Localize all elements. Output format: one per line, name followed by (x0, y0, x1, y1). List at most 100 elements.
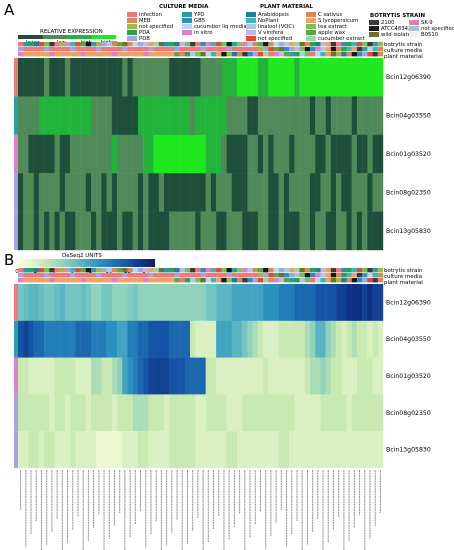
heatmap-cell (179, 431, 186, 469)
heatmap-cell (210, 96, 217, 135)
annotation-cell (325, 268, 332, 273)
heatmap-cell (283, 320, 290, 358)
heatmap-cell (96, 134, 102, 174)
heatmap-cell (33, 96, 40, 135)
annotation-cell (377, 273, 384, 278)
row-side-strip (14, 96, 18, 135)
heatmap-cell (268, 431, 274, 469)
heatmap-cell (310, 394, 316, 432)
annotation-cell (351, 47, 358, 52)
annotation-cell (367, 273, 373, 278)
annotation-cell (289, 42, 295, 47)
annotation-cell (221, 42, 227, 47)
annotation-cell (49, 268, 55, 273)
annotation-cell (111, 52, 118, 57)
heatmap-cell (49, 96, 55, 135)
heatmap-cell (252, 96, 259, 135)
heatmap-cell (299, 284, 305, 321)
heatmap-cell (273, 96, 279, 135)
annotation-cell (362, 42, 368, 47)
annotation-cell (289, 268, 295, 273)
annotation-cell (330, 52, 337, 57)
annotation-cell (231, 268, 238, 273)
heatmap-cell (200, 320, 206, 358)
annotation-cell (148, 47, 154, 52)
annotation-cell (117, 268, 123, 273)
heatmap-cell (137, 134, 144, 174)
heatmap-cell (372, 58, 378, 97)
annotation-cell (341, 52, 347, 57)
heatmap-cell (96, 173, 102, 212)
annotation-cell (315, 52, 321, 57)
heatmap-cell (325, 357, 332, 395)
heatmap-cell (336, 357, 342, 395)
heatmap-cell (237, 320, 243, 358)
annotation-cell (247, 42, 253, 47)
annotation-cell (367, 42, 373, 47)
heatmap-cell (210, 211, 217, 251)
heatmap-cell (242, 284, 248, 321)
panel-b-annotation-label-media: culture media (384, 274, 422, 280)
heatmap-cell (362, 320, 368, 358)
heatmap-cell (231, 357, 238, 395)
annotation-cell (299, 273, 305, 278)
heatmap-cell (341, 357, 347, 395)
heatmap-cell (289, 357, 295, 395)
annotation-cell (367, 52, 373, 57)
heatmap-cell (85, 431, 92, 469)
heatmap-cell (127, 211, 133, 251)
heatmap-cell (367, 320, 373, 358)
annotation-cell (237, 278, 243, 283)
annotation-cell (268, 47, 274, 52)
heatmap-cell (91, 211, 97, 251)
annotation-cell (18, 42, 24, 47)
row-side-strip (14, 394, 18, 432)
heatmap-cell (96, 96, 102, 135)
heatmap-cell (28, 173, 34, 212)
heatmap-cell (64, 431, 71, 469)
annotation-cell (70, 47, 76, 52)
heatmap-cell (237, 394, 243, 432)
heatmap-cell (231, 284, 238, 321)
annotation-cell (278, 52, 285, 57)
heatmap-cell (367, 431, 373, 469)
annotation-cell (80, 47, 86, 52)
annotation-cell (59, 268, 66, 273)
annotation-cell (315, 47, 321, 52)
annotation-cell (195, 273, 201, 278)
annotation-cell (216, 52, 222, 57)
annotation-cell (148, 42, 154, 47)
annotation-cell (85, 268, 92, 273)
heatmap-cell (356, 173, 363, 212)
annotation-cell (64, 273, 71, 278)
heatmap-cell (75, 211, 81, 251)
heatmap-cell (169, 134, 175, 174)
annotation-cell (195, 278, 201, 283)
heatmap-cell (164, 394, 170, 432)
annotation-cell (122, 268, 128, 273)
annotation-cell (137, 273, 144, 278)
annotation-cell (96, 278, 102, 283)
heatmap-cell (283, 357, 290, 395)
heatmap-cell (247, 134, 253, 174)
annotation-cell (325, 42, 332, 47)
annotation-cell (23, 268, 29, 273)
panel-a-colorbar-segment (42, 35, 68, 39)
annotation-cell (23, 47, 29, 52)
heatmap-cell (158, 58, 165, 97)
heatmap-cell (278, 58, 285, 97)
row-label: Bcin13g05830 (386, 228, 431, 235)
heatmap-cell (257, 284, 264, 321)
annotation-cell (169, 42, 175, 47)
panel-a-colorbar-segment (91, 35, 117, 39)
heatmap-cell (101, 173, 107, 212)
heatmap-cell (330, 357, 337, 395)
heatmap-cell (372, 173, 378, 212)
annotation-cell (200, 52, 206, 57)
legend-label: YPD (193, 12, 205, 18)
annotation-cell (200, 47, 206, 52)
heatmap-cell (346, 96, 352, 135)
heatmap-cell (195, 320, 201, 358)
heatmap-cell (184, 58, 191, 97)
legend-label: Arabidopsis (258, 12, 289, 18)
